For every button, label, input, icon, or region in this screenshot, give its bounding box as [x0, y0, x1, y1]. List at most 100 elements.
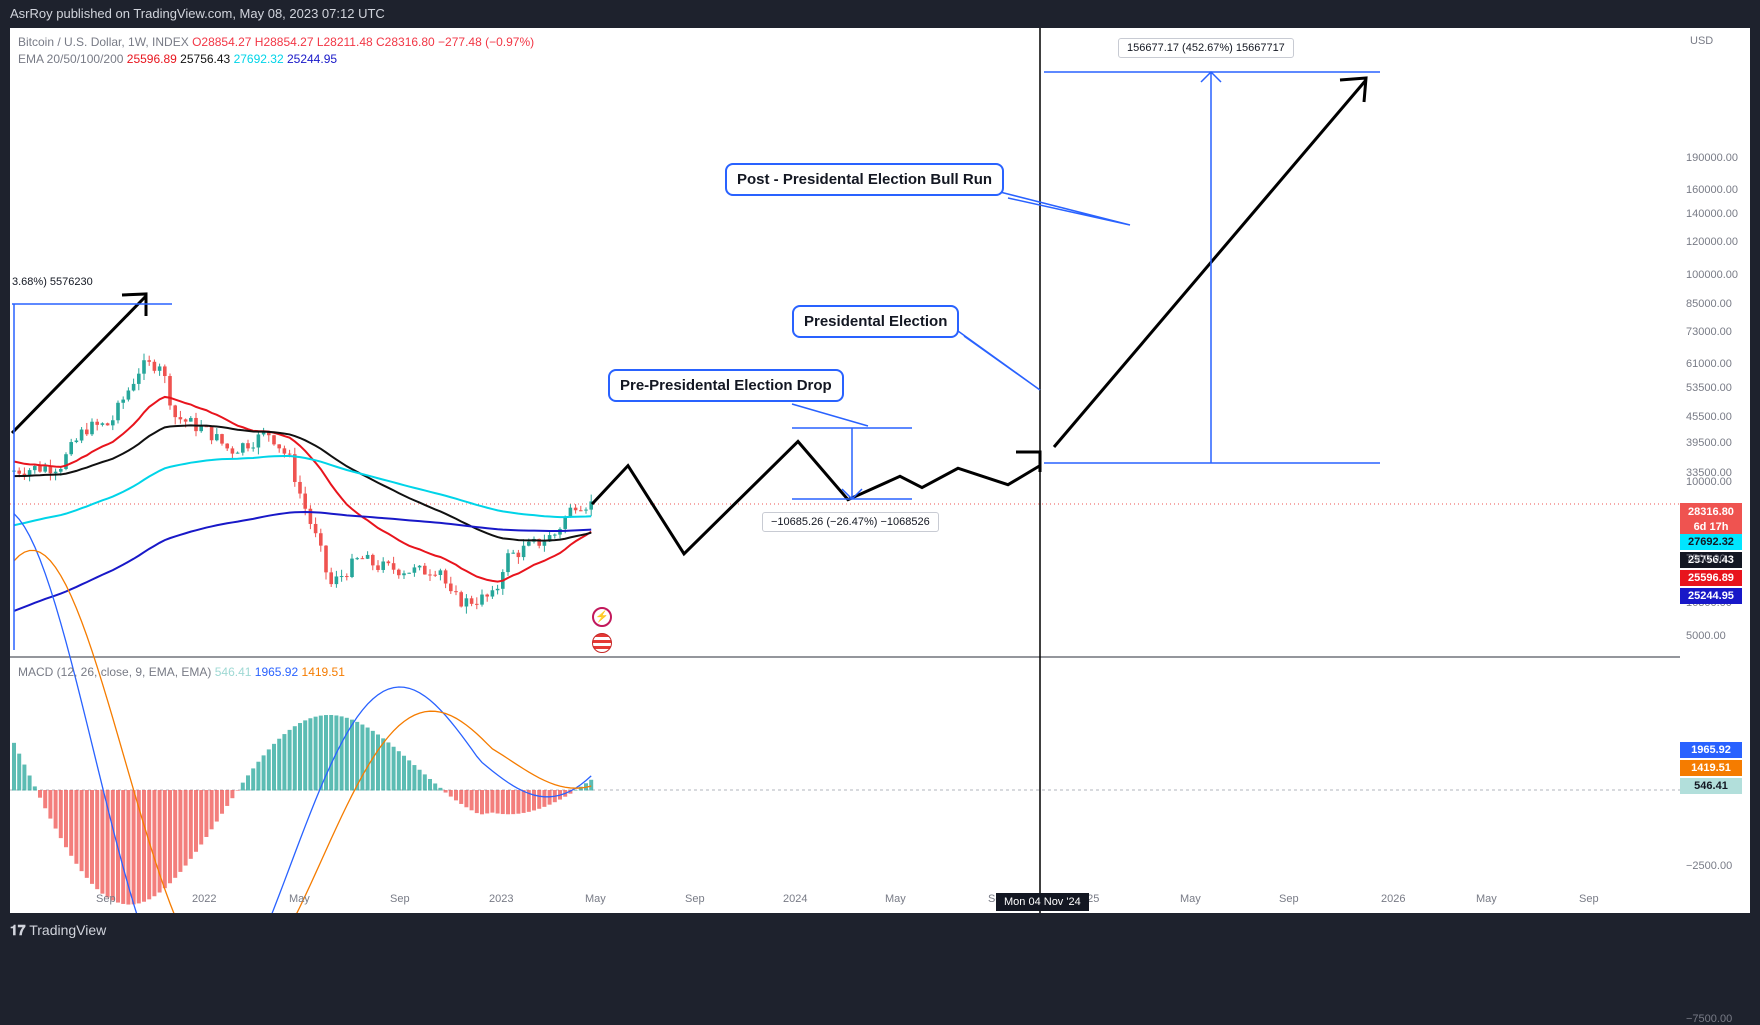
ema-lines — [13, 395, 592, 612]
macd-histogram-bar — [152, 790, 157, 897]
macd-histogram-bar — [459, 790, 464, 804]
time-tick-label: 2024 — [783, 893, 808, 905]
time-tick-label: May — [1476, 893, 1497, 905]
candle-body — [53, 471, 58, 474]
macd-histogram-bar — [402, 755, 406, 791]
us-flag-event-icon[interactable] — [592, 633, 612, 653]
macd-histogram-bar — [69, 790, 74, 856]
candle-body — [391, 563, 396, 570]
candle-body — [173, 405, 177, 418]
macd-histogram-bar — [230, 790, 235, 799]
candle-body — [38, 466, 42, 472]
candle-body — [121, 399, 125, 403]
candle-body — [33, 466, 37, 471]
candle-body — [209, 426, 214, 441]
candle-body — [105, 423, 110, 426]
last-price-tag: 28316.80 6d 17h — [1680, 503, 1742, 537]
candle-body — [579, 510, 583, 512]
price-tick-label: 45500.00 — [1686, 411, 1732, 424]
macd-histogram-bar — [121, 790, 126, 904]
candle-body — [131, 383, 136, 391]
macd-histogram-bar — [225, 790, 230, 806]
candle-body — [516, 552, 521, 558]
time-tick-label: 2022 — [192, 893, 217, 905]
candle-body — [43, 466, 47, 472]
macd-histogram-bar — [53, 790, 58, 829]
macd-histogram-bar — [183, 790, 188, 866]
chart-canvas[interactable] — [0, 0, 1760, 948]
macd-histogram-bar — [100, 790, 105, 894]
candle-body — [22, 473, 27, 476]
macd-histogram-bar — [32, 786, 37, 791]
candle-body — [64, 454, 68, 470]
macd-histogram-bar — [344, 717, 349, 791]
macd-histogram-bar — [365, 727, 370, 791]
macd-histogram-bar — [298, 723, 302, 791]
candle-body — [511, 552, 515, 554]
candle-body — [230, 448, 235, 454]
publisher-header: AsrRoy published on TradingView.com, May… — [0, 0, 1760, 28]
candle-body — [282, 448, 287, 454]
candle-body — [126, 390, 131, 400]
macd-histogram-bar — [526, 790, 531, 812]
macd-histogram-bar — [339, 716, 344, 791]
price-tick-label: 53500.00 — [1686, 381, 1732, 394]
macd-histogram-bar — [90, 790, 94, 884]
macd-histogram-bar — [542, 790, 547, 807]
macd-histogram-bar — [188, 790, 193, 859]
candle-body — [485, 594, 489, 597]
candle-body — [194, 417, 198, 432]
candle-body — [527, 541, 531, 546]
left-up-arrowhead — [121, 292, 148, 316]
macd-histogram-bar — [480, 790, 484, 815]
macd-histogram-bar — [417, 769, 422, 791]
candle-body — [74, 440, 79, 443]
ema20-line — [13, 395, 592, 583]
post-election-pointer — [999, 191, 1131, 226]
macd-tick-label: 10000.00 — [1686, 476, 1732, 488]
annotation-pre-election[interactable]: Pre-Presidental Election Drop — [608, 369, 844, 402]
candle-body — [423, 565, 427, 575]
macd-histogram-bar — [469, 790, 474, 811]
annotation-post-election[interactable]: Post - Presidental Election Bull Run — [725, 163, 1005, 196]
annotation-election[interactable]: Presidental Election — [792, 305, 960, 338]
candle-body — [116, 402, 120, 421]
candle-body — [573, 507, 578, 511]
macd-histogram-bar — [58, 790, 63, 839]
macd-histogram-bar — [27, 775, 32, 791]
macd-histogram-bar — [147, 790, 152, 900]
macd-histogram-bar — [251, 768, 256, 791]
candle-body — [402, 573, 406, 576]
candle-body — [293, 454, 297, 482]
macd-histogram-bar — [38, 790, 42, 798]
bull-run-arrow — [1052, 79, 1368, 448]
candle-body — [235, 452, 240, 454]
ema200-value: 25244.95 — [286, 52, 338, 66]
drawing-tools — [10, 70, 1380, 650]
crosshair-date-label: Mon 04 Nov '24 — [996, 893, 1089, 911]
lightning-event-icon[interactable]: ⚡ — [592, 607, 612, 627]
macd-histogram-bar — [272, 743, 276, 791]
ema20-value: 25596.89 — [126, 52, 177, 66]
candle-body — [350, 558, 354, 577]
macd-histogram-bar — [95, 790, 100, 890]
candle-body — [412, 567, 417, 573]
macd-histogram-bar — [204, 790, 209, 837]
countdown-value: 6d 17h — [1693, 521, 1729, 533]
candle-body — [506, 553, 510, 573]
measure-label-mid[interactable]: −10685.26 (−26.47%) −1068526 — [762, 512, 939, 532]
macd-hist-value: 546.41 — [214, 665, 252, 679]
candle-body — [345, 576, 349, 578]
candle-body — [334, 576, 339, 585]
candle-body — [371, 554, 375, 566]
candle-body — [568, 507, 573, 518]
macd-tick-label: 7500.00 — [1686, 552, 1726, 565]
measure-label-left[interactable]: 3.68%) 5576230 — [10, 273, 95, 291]
macd-histogram-bar — [438, 787, 443, 791]
ema50-line — [13, 424, 592, 542]
chart-legend: Bitcoin / U.S. Dollar, 1W, INDEX O28854.… — [18, 34, 534, 68]
measure-label-top[interactable]: 156677.17 (452.67%) 15667717 — [1118, 38, 1294, 58]
macd-histogram-bar — [500, 790, 505, 815]
macd-histogram-bar — [532, 790, 536, 811]
candle-body — [168, 376, 172, 406]
